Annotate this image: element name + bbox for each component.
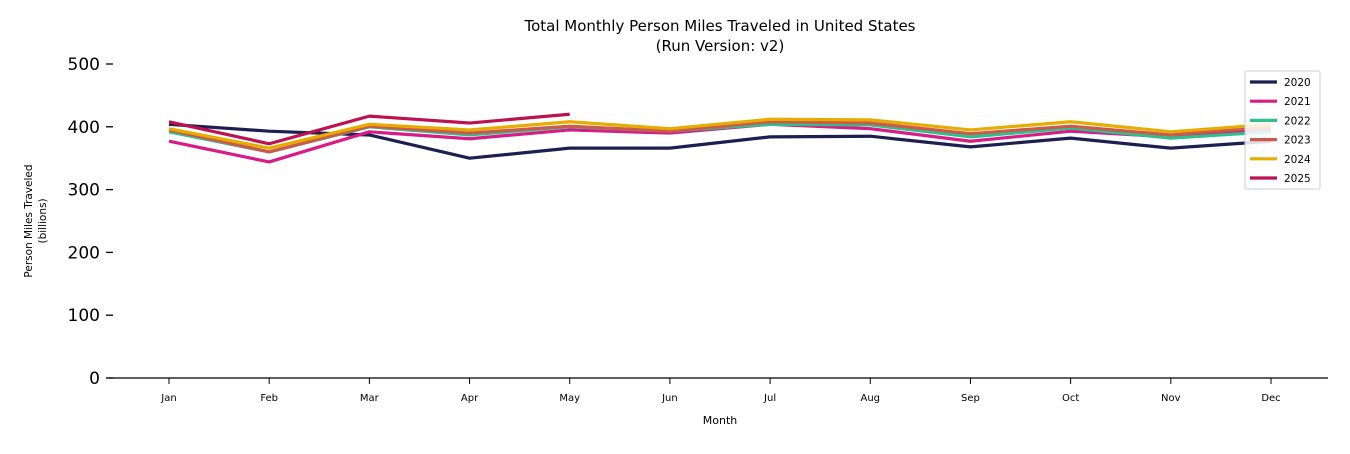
x-tick-label: May <box>559 393 580 404</box>
y-axis-label: Person Miles Traveled <box>23 164 35 277</box>
x-axis-label: Month <box>703 414 738 427</box>
legend-label: 2024 <box>1284 154 1311 166</box>
x-tick-label: Nov <box>1161 393 1181 404</box>
legend-label: 2023 <box>1284 135 1311 147</box>
series-line-2025 <box>168 112 570 146</box>
y-tick-label: 300 <box>68 181 100 201</box>
legend-label: 2022 <box>1284 115 1311 127</box>
chart-title: Total Monthly Person Miles Traveled in U… <box>523 17 915 35</box>
x-tick-label: Aug <box>861 393 881 404</box>
x-tick-label: Sep <box>961 393 980 404</box>
y-tick-label: 200 <box>68 243 100 263</box>
y-tick-label: 0 <box>89 369 100 389</box>
series-line-2024 <box>168 117 1272 150</box>
y-tick-label: 500 <box>68 55 100 75</box>
chart-subtitle: (Run Version: v2) <box>656 37 785 55</box>
y-tick-label: 100 <box>68 306 100 326</box>
x-tick-label: Apr <box>461 393 479 404</box>
x-tick-label: Jun <box>661 393 678 404</box>
series-line-2020 <box>168 122 1272 160</box>
x-tick-label: Jul <box>763 393 776 404</box>
legend-label: 2021 <box>1284 96 1311 108</box>
legend: 2020 2021 2022 2023 2024 2025 <box>1244 70 1321 190</box>
x-tick-label: Mar <box>360 393 380 404</box>
legend-label: 2025 <box>1284 173 1311 185</box>
x-tick-label: Feb <box>260 393 278 404</box>
y-tick-label: 400 <box>68 118 100 138</box>
x-tick-label: Jan <box>160 393 176 404</box>
legend-label: 2020 <box>1284 77 1311 89</box>
x-tick-label: Oct <box>1062 393 1079 404</box>
y-axis-unit: (billions) <box>37 198 49 243</box>
series-line-2023 <box>168 120 1272 154</box>
x-tick-label: Dec <box>1261 393 1280 404</box>
